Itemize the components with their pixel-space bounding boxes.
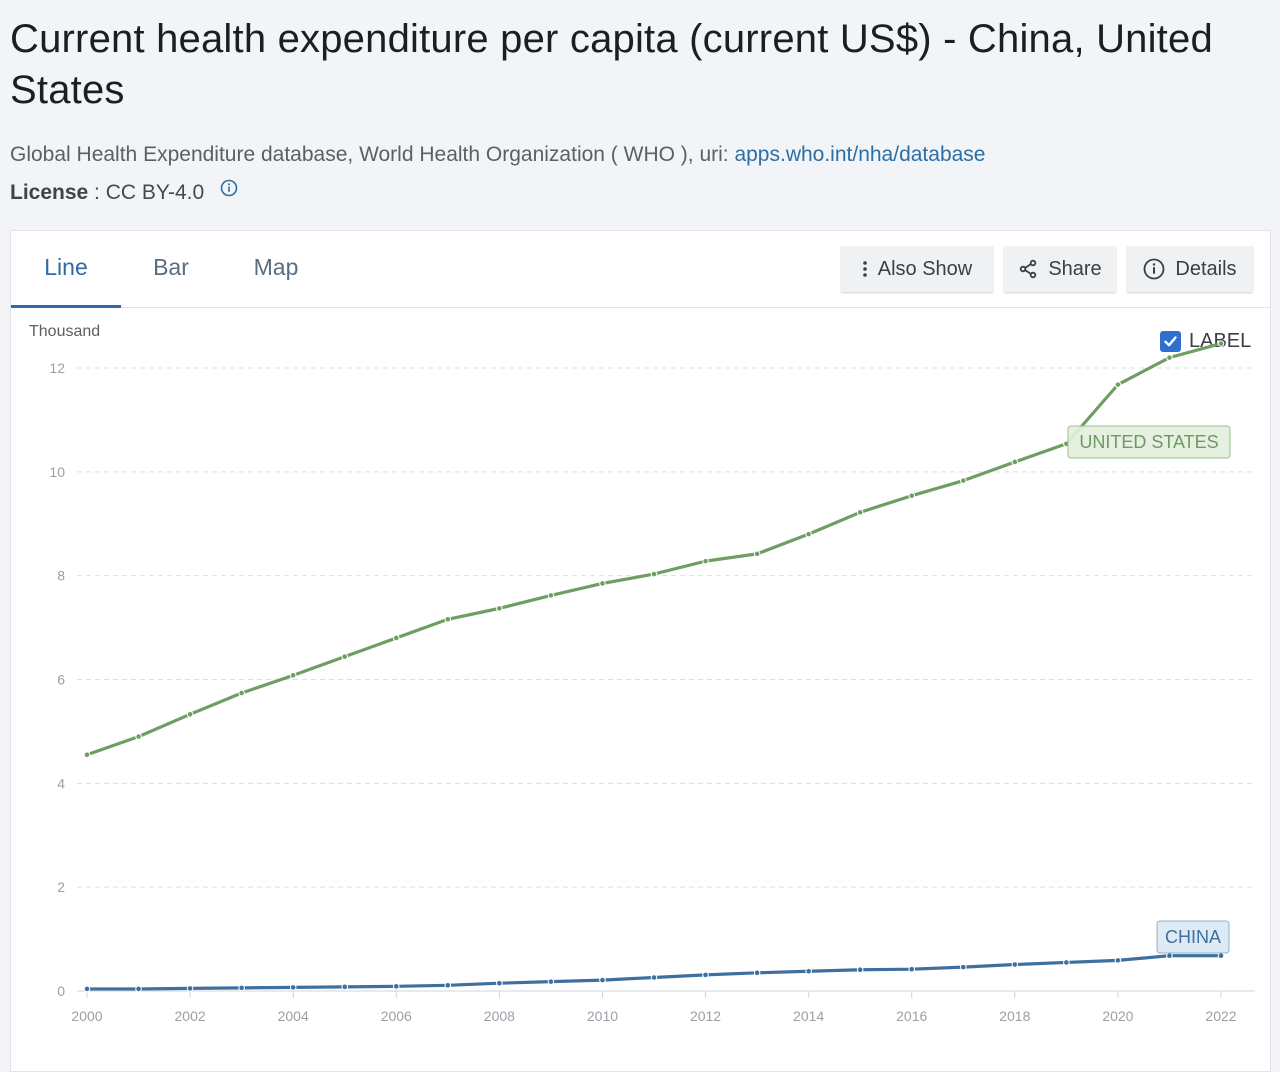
source-link[interactable]: apps.who.int/nha/database: [734, 143, 986, 166]
china-data-point: [1063, 959, 1070, 966]
details-label: Details: [1175, 257, 1237, 280]
source-line: Global Health Expenditure database, Worl…: [10, 143, 985, 167]
y-tick-label: 0: [57, 983, 65, 999]
info-icon[interactable]: [220, 179, 238, 203]
y-tick-label: 6: [57, 672, 65, 688]
china-data-point: [341, 983, 349, 991]
china-data-point: [186, 985, 194, 992]
us-data-point: [1114, 381, 1122, 388]
china-data-point: [83, 985, 91, 993]
china-data-point: [1011, 961, 1019, 968]
x-tick-label: 2014: [793, 1008, 824, 1024]
china-data-point: [753, 969, 761, 977]
us-data-point: [856, 509, 864, 516]
us-data-point: [959, 477, 967, 484]
x-tick-label: 2012: [690, 1008, 721, 1024]
us-data-point: [805, 530, 812, 538]
y-unit-label: Thousand: [29, 323, 101, 340]
us-data-point: [547, 592, 555, 599]
x-tick-label: 2022: [1205, 1008, 1236, 1024]
x-tick-label: 2000: [71, 1008, 102, 1024]
us-data-point: [392, 634, 400, 642]
share-icon: [1020, 259, 1037, 279]
china-series-line: [87, 954, 1221, 991]
line-chart: 0 2 4 6 8 10 12 2000 2002 2004 2006 2008 2010 2012 201…: [49, 340, 1255, 1024]
tab-bar[interactable]: Bar: [153, 254, 189, 280]
us-data-point: [186, 710, 194, 718]
us-series-tag-box: [1067, 425, 1231, 459]
y-tick-label: 8: [57, 568, 65, 584]
us-data-point: [753, 550, 761, 558]
x-tick-label: 2008: [484, 1008, 515, 1024]
us-data-point: [599, 580, 606, 587]
china-data-point: [1217, 952, 1225, 959]
us-data-point: [1217, 340, 1225, 347]
us-data-point: [496, 605, 503, 612]
china-data-point: [599, 976, 606, 984]
y-tick-label: 4: [57, 775, 65, 791]
us-data-point: [1011, 458, 1019, 466]
y-tick-label: 12: [49, 360, 65, 376]
us-data-point: [341, 653, 349, 660]
details-button[interactable]: Details: [1127, 246, 1253, 292]
x-tick-label: 2006: [381, 1008, 412, 1024]
china-data-point: [959, 963, 967, 971]
china-data-point: [1166, 952, 1173, 959]
china-data-point: [496, 979, 503, 987]
us-data-point: [238, 689, 245, 697]
y-tick-label: 2: [57, 879, 65, 895]
us-data-point: [908, 492, 916, 500]
us-data-point: [444, 615, 452, 623]
china-data-point: [702, 971, 709, 979]
license-value: : CC BY-4.0: [88, 181, 205, 204]
license-line: License : CC BY-4.0: [10, 179, 238, 205]
info-circle-icon: [1144, 258, 1165, 280]
chart-tabs: Line Bar Map Also Show Share Details: [11, 231, 1270, 308]
china-data-point: [1114, 957, 1122, 964]
share-label: Share: [1048, 257, 1102, 280]
page-title: Current health expenditure per capita (c…: [10, 17, 1213, 112]
china-data-point: [650, 974, 658, 981]
china-data-point: [444, 981, 452, 989]
checkmark-icon: [1164, 336, 1177, 347]
x-tick-label: 2020: [1102, 1008, 1133, 1024]
license-label: License: [10, 181, 89, 204]
china-series-tag: CHINA: [1165, 927, 1221, 947]
china-data-point: [805, 967, 812, 975]
china-data-point: [856, 966, 864, 974]
us-data-point: [702, 557, 709, 565]
x-tick-label: 2018: [999, 1008, 1030, 1024]
tab-line[interactable]: Line: [11, 231, 121, 308]
china-data-point: [238, 984, 245, 992]
us-data-point: [289, 672, 297, 679]
x-tick-label: 2002: [175, 1008, 206, 1024]
us-series-tag: UNITED STATES: [1079, 432, 1218, 452]
chart-card: Line Bar Map Also Show Share Details Tho…: [10, 230, 1271, 1072]
label-checkbox[interactable]: [1160, 331, 1181, 352]
source-text: Global Health Expenditure database, Worl…: [10, 143, 735, 166]
x-tick-label: 2016: [896, 1008, 927, 1024]
share-button[interactable]: Share: [1004, 246, 1116, 292]
us-data-point: [1166, 354, 1173, 361]
us-data-point: [135, 733, 142, 740]
tab-map[interactable]: Map: [253, 254, 299, 280]
us-data-point: [83, 751, 91, 759]
more-vertical-icon: [862, 261, 867, 277]
china-data-point: [289, 984, 297, 991]
china-data-point: [908, 965, 916, 973]
china-data-point: [392, 983, 400, 990]
also-show-label: Also Show: [877, 257, 973, 280]
us-data-point: [650, 570, 658, 578]
china-data-point: [547, 978, 555, 985]
china-series-tag-box: [1156, 920, 1230, 954]
china-data-point: [135, 985, 142, 993]
x-tick-label: 2004: [278, 1008, 309, 1024]
also-show-button[interactable]: Also Show: [841, 246, 993, 292]
x-tick-label: 2010: [587, 1008, 618, 1024]
y-tick-label: 10: [49, 464, 65, 480]
us-series-line: [86, 342, 1222, 757]
